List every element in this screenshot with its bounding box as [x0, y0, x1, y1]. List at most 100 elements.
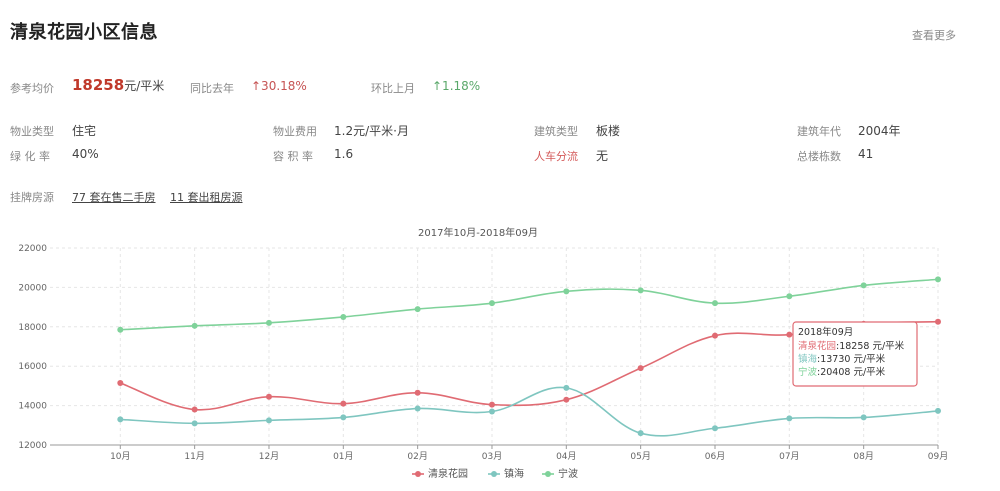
data-point[interactable]: [488, 300, 495, 307]
data-point[interactable]: [414, 389, 421, 396]
price-trend-chart: 2017年10月-2018年09月 12000 14000 16000 18000 20…: [18, 226, 948, 480]
tooltip-box: [792, 321, 918, 387]
data-point[interactable]: [265, 319, 272, 326]
legend-label[interactable]: 清泉花园: [428, 467, 468, 480]
y-tick-label: 18000: [18, 323, 47, 333]
x-tick-label: 02月: [407, 451, 427, 462]
info-value: 板楼: [596, 124, 621, 138]
y-tick-label: 12000: [18, 441, 47, 451]
series-line: [120, 278, 939, 331]
y-axis: 12000 14000 16000 18000 20000 22000: [18, 244, 47, 451]
page-title: 清泉花园小区信息: [10, 22, 158, 43]
x-tick-label: 03月: [482, 451, 502, 462]
info-label: 建筑类型: [534, 125, 578, 138]
yoy-label: 同比去年: [190, 82, 234, 95]
data-point[interactable]: [414, 306, 421, 313]
data-point[interactable]: [786, 415, 793, 422]
legend-marker: [415, 471, 421, 477]
info-value: 无: [596, 149, 609, 163]
info-value: 1.6: [334, 147, 354, 161]
data-point[interactable]: [786, 331, 793, 338]
x-tick-label: 06月: [705, 451, 725, 462]
data-point[interactable]: [860, 414, 867, 421]
x-tick-label: 11月: [184, 451, 204, 462]
y-tick-label: 22000: [18, 244, 47, 254]
x-tick-label: 12月: [259, 451, 279, 462]
data-point[interactable]: [711, 425, 718, 432]
x-tick-label: 08月: [853, 451, 873, 462]
legend-label[interactable]: 宁波: [558, 467, 578, 480]
tooltip-title: 2018年09月: [798, 326, 853, 338]
legend-marker: [491, 471, 497, 477]
data-point[interactable]: [637, 430, 644, 437]
x-tick-label: 09月: [928, 451, 948, 462]
info-value: 41: [858, 147, 874, 161]
y-tick-label: 14000: [18, 402, 47, 412]
data-point[interactable]: [637, 287, 644, 294]
tooltip-line: 宁波:20408 元/平米: [798, 366, 886, 378]
chart-title: 2017年10月-2018年09月: [418, 226, 538, 239]
data-point[interactable]: [563, 288, 570, 295]
data-point[interactable]: [191, 322, 198, 329]
info-label: 物业费用: [273, 125, 317, 138]
data-point[interactable]: [563, 384, 570, 391]
info-label: 总楼栋数: [797, 150, 841, 163]
rent-listings-link[interactable]: 11 套出租房源: [170, 191, 243, 204]
listings-label: 挂牌房源: [10, 191, 54, 204]
info-value: 住宅: [72, 124, 97, 138]
data-point[interactable]: [191, 420, 198, 427]
data-point[interactable]: [265, 393, 272, 400]
y-tick-label: 16000: [18, 362, 47, 372]
yoy-value: ↑30.18%: [251, 79, 307, 93]
data-point[interactable]: [340, 400, 347, 407]
data-point[interactable]: [488, 401, 495, 408]
chart-grid: [50, 247, 939, 446]
data-point[interactable]: [786, 293, 793, 300]
data-point[interactable]: [860, 282, 867, 289]
data-point[interactable]: [117, 326, 124, 333]
ref-price-value: 18258: [72, 76, 125, 94]
data-point[interactable]: [414, 405, 421, 412]
mom-label: 环比上月: [371, 82, 415, 95]
tooltip-line: 清泉花园:18258 元/平米: [798, 340, 905, 352]
data-point[interactable]: [935, 407, 941, 414]
x-tick-label: 05月: [630, 451, 650, 462]
info-label: 容 积 率: [273, 150, 313, 163]
info-value: 1.2元/平米·月: [334, 124, 409, 138]
data-point[interactable]: [711, 300, 718, 307]
data-point[interactable]: [265, 417, 272, 424]
data-point[interactable]: [563, 396, 570, 403]
x-tick-label: 07月: [779, 451, 799, 462]
info-label: 绿 化 率: [10, 150, 50, 163]
data-point[interactable]: [117, 416, 124, 423]
y-tick-label: 20000: [18, 283, 47, 293]
series-lines: [117, 276, 941, 437]
data-point[interactable]: [117, 379, 124, 386]
data-point[interactable]: [340, 414, 347, 421]
view-more-link[interactable]: 查看更多: [912, 29, 956, 42]
x-tick-label: 01月: [333, 451, 353, 462]
legend-marker: [545, 471, 551, 477]
info-label: 人车分流: [534, 150, 578, 163]
x-tick-label: 10月: [110, 451, 130, 462]
data-point[interactable]: [488, 408, 495, 415]
x-axis: 10月 11月 12月 01月 02月 03月 04月 05月 06月 07月 08月 09月: [50, 444, 948, 462]
x-tick-label: 04月: [556, 451, 576, 462]
info-value: 40%: [72, 147, 99, 161]
data-point[interactable]: [711, 332, 718, 339]
mom-value: ↑1.18%: [432, 79, 481, 93]
data-point[interactable]: [637, 365, 644, 372]
chart-legend: 清泉花园 镇海 宁波: [412, 467, 578, 480]
data-point[interactable]: [191, 406, 198, 413]
ref-price-label: 参考均价: [10, 82, 54, 95]
series-line: [120, 386, 939, 437]
data-point[interactable]: [935, 276, 941, 283]
info-label: 物业类型: [10, 125, 54, 138]
data-point[interactable]: [340, 313, 347, 320]
legend-label[interactable]: 镇海: [504, 467, 524, 480]
info-value: 2004年: [858, 124, 901, 138]
data-point[interactable]: [935, 318, 941, 325]
sale-listings-link[interactable]: 77 套在售二手房: [72, 191, 156, 204]
ref-price: 18258元/平米: [72, 76, 164, 94]
